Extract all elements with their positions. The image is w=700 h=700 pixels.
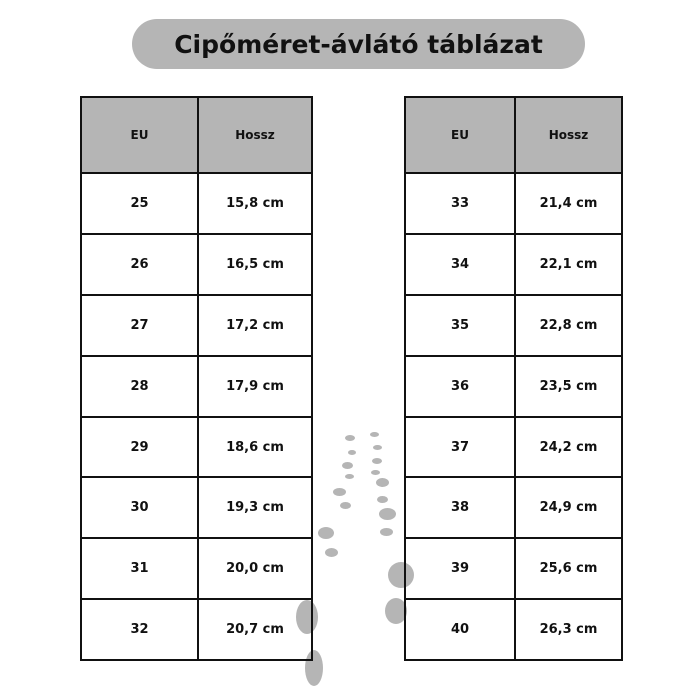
footprint-mark <box>385 598 407 624</box>
footprint-mark <box>373 445 382 450</box>
eu-size-cell: 25 <box>80 172 199 235</box>
eu-size-cell: 26 <box>80 232 199 296</box>
eu-size-cell: 36 <box>404 354 516 418</box>
table-row: 25 15,8 cm <box>80 172 313 235</box>
footprint-mark <box>318 527 334 539</box>
table-row: 40 26,3 cm <box>404 598 623 662</box>
length-cell: 17,2 cm <box>197 293 313 357</box>
eu-size-cell: 35 <box>404 293 516 357</box>
table-row: 29 18,6 cm <box>80 415 313 479</box>
eu-size-cell: 38 <box>404 476 516 540</box>
table-row: 32 20,7 cm <box>80 598 313 662</box>
eu-size-cell: 30 <box>80 476 199 540</box>
eu-size-cell: 27 <box>80 293 199 357</box>
header-length: Hossz <box>514 96 623 174</box>
eu-size-cell: 32 <box>80 598 199 662</box>
footprint-mark <box>345 474 354 479</box>
eu-size-cell: 34 <box>404 232 516 296</box>
size-table-right: EU Hossz 33 21,4 cm 34 22,1 cm 35 22,8 cm 36 23,… <box>404 96 623 662</box>
footprint-mark <box>345 435 355 441</box>
length-cell: 15,8 cm <box>197 172 313 235</box>
table-row: 34 22,1 cm <box>404 232 623 296</box>
footprint-mark <box>333 488 346 496</box>
eu-size-cell: 31 <box>80 537 199 601</box>
length-cell: 20,0 cm <box>197 537 313 601</box>
length-cell: 24,9 cm <box>514 476 623 540</box>
table-row: 33 21,4 cm <box>404 172 623 235</box>
length-cell: 18,6 cm <box>197 415 313 479</box>
table-row: 31 20,0 cm <box>80 537 313 601</box>
length-cell: 17,9 cm <box>197 354 313 418</box>
header-eu: EU <box>404 96 516 174</box>
length-cell: 24,2 cm <box>514 415 623 479</box>
length-cell: 21,4 cm <box>514 172 623 235</box>
eu-size-cell: 40 <box>404 598 516 662</box>
table-row: 35 22,8 cm <box>404 293 623 357</box>
length-cell: 22,1 cm <box>514 232 623 296</box>
footprint-mark <box>348 450 356 455</box>
footprint-mark <box>376 478 389 487</box>
table-row: 30 19,3 cm <box>80 476 313 540</box>
eu-size-cell: 28 <box>80 354 199 418</box>
footprint-mark <box>342 462 353 469</box>
table-row: 37 24,2 cm <box>404 415 623 479</box>
table-row: 36 23,5 cm <box>404 354 623 418</box>
length-cell: 23,5 cm <box>514 354 623 418</box>
table-row: 26 16,5 cm <box>80 232 313 296</box>
header-length: Hossz <box>197 96 313 174</box>
footprint-mark <box>380 528 393 536</box>
length-cell: 22,8 cm <box>514 293 623 357</box>
footprint-mark <box>377 496 388 503</box>
table-row: 38 24,9 cm <box>404 476 623 540</box>
table-row: 27 17,2 cm <box>80 293 313 357</box>
eu-size-cell: 33 <box>404 172 516 235</box>
footprint-mark <box>371 470 380 475</box>
footprint-mark <box>325 548 338 557</box>
footprint-mark <box>372 458 382 464</box>
footprint-mark <box>379 508 396 520</box>
length-cell: 26,3 cm <box>514 598 623 662</box>
header-eu: EU <box>80 96 199 174</box>
page-title: Cipőméret-ávlátó táblázat <box>132 19 585 69</box>
footprint-mark <box>340 502 351 509</box>
length-cell: 16,5 cm <box>197 232 313 296</box>
length-cell: 20,7 cm <box>197 598 313 662</box>
footprint-mark <box>370 432 379 437</box>
length-cell: 19,3 cm <box>197 476 313 540</box>
size-table-left: EU Hossz 25 15,8 cm 26 16,5 cm 27 17,2 cm 28 17,… <box>80 96 313 662</box>
table-row: 39 25,6 cm <box>404 537 623 601</box>
eu-size-cell: 39 <box>404 537 516 601</box>
eu-size-cell: 29 <box>80 415 199 479</box>
table-row: 28 17,9 cm <box>80 354 313 418</box>
length-cell: 25,6 cm <box>514 537 623 601</box>
eu-size-cell: 37 <box>404 415 516 479</box>
